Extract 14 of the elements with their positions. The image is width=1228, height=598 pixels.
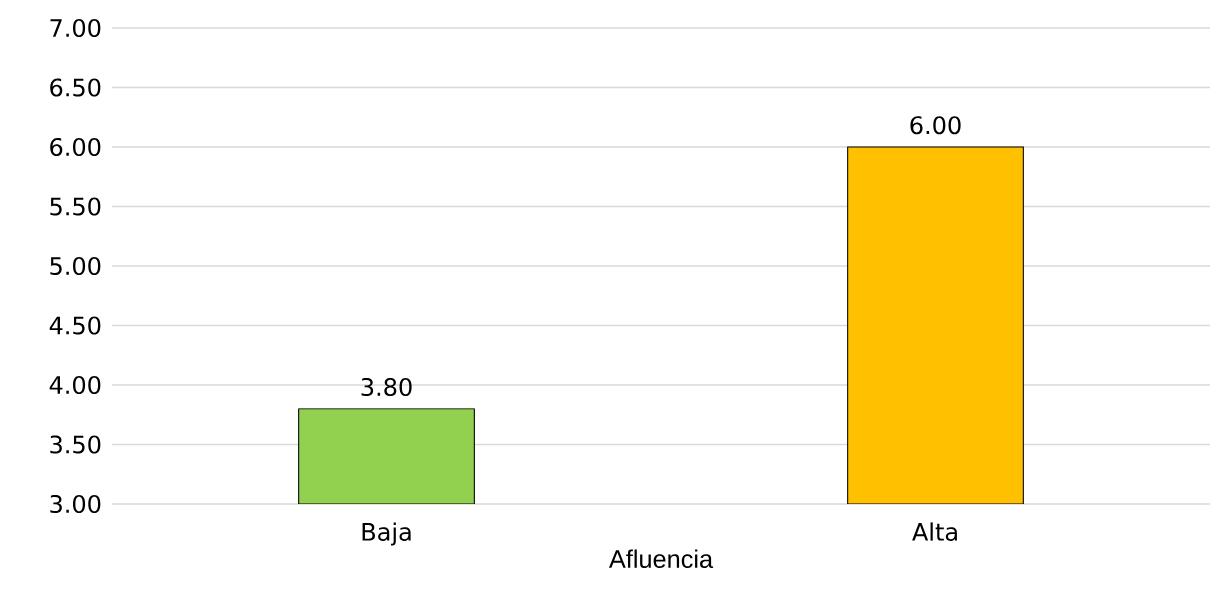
data-label: 6.00 bbox=[910, 116, 961, 135]
y-tick-label: 4.00 bbox=[49, 375, 101, 395]
y-tick-label: 7.00 bbox=[50, 18, 101, 38]
y-tick-label: 4.50 bbox=[49, 316, 101, 335]
x-axis-title: Afluencia bbox=[608, 549, 714, 569]
y-tick-label: 5.50 bbox=[50, 197, 101, 216]
x-tick-label: Alta bbox=[912, 522, 957, 541]
y-tick-label: 6.50 bbox=[50, 78, 101, 97]
y-tick-label: 5.00 bbox=[50, 256, 101, 276]
y-tick-label: 3.00 bbox=[50, 494, 101, 514]
y-tick-label: 6.00 bbox=[50, 137, 101, 157]
y-tick-label: 3.50 bbox=[50, 435, 101, 454]
data-label: 3.80 bbox=[361, 377, 412, 397]
x-tick-label: Baja bbox=[362, 522, 411, 546]
